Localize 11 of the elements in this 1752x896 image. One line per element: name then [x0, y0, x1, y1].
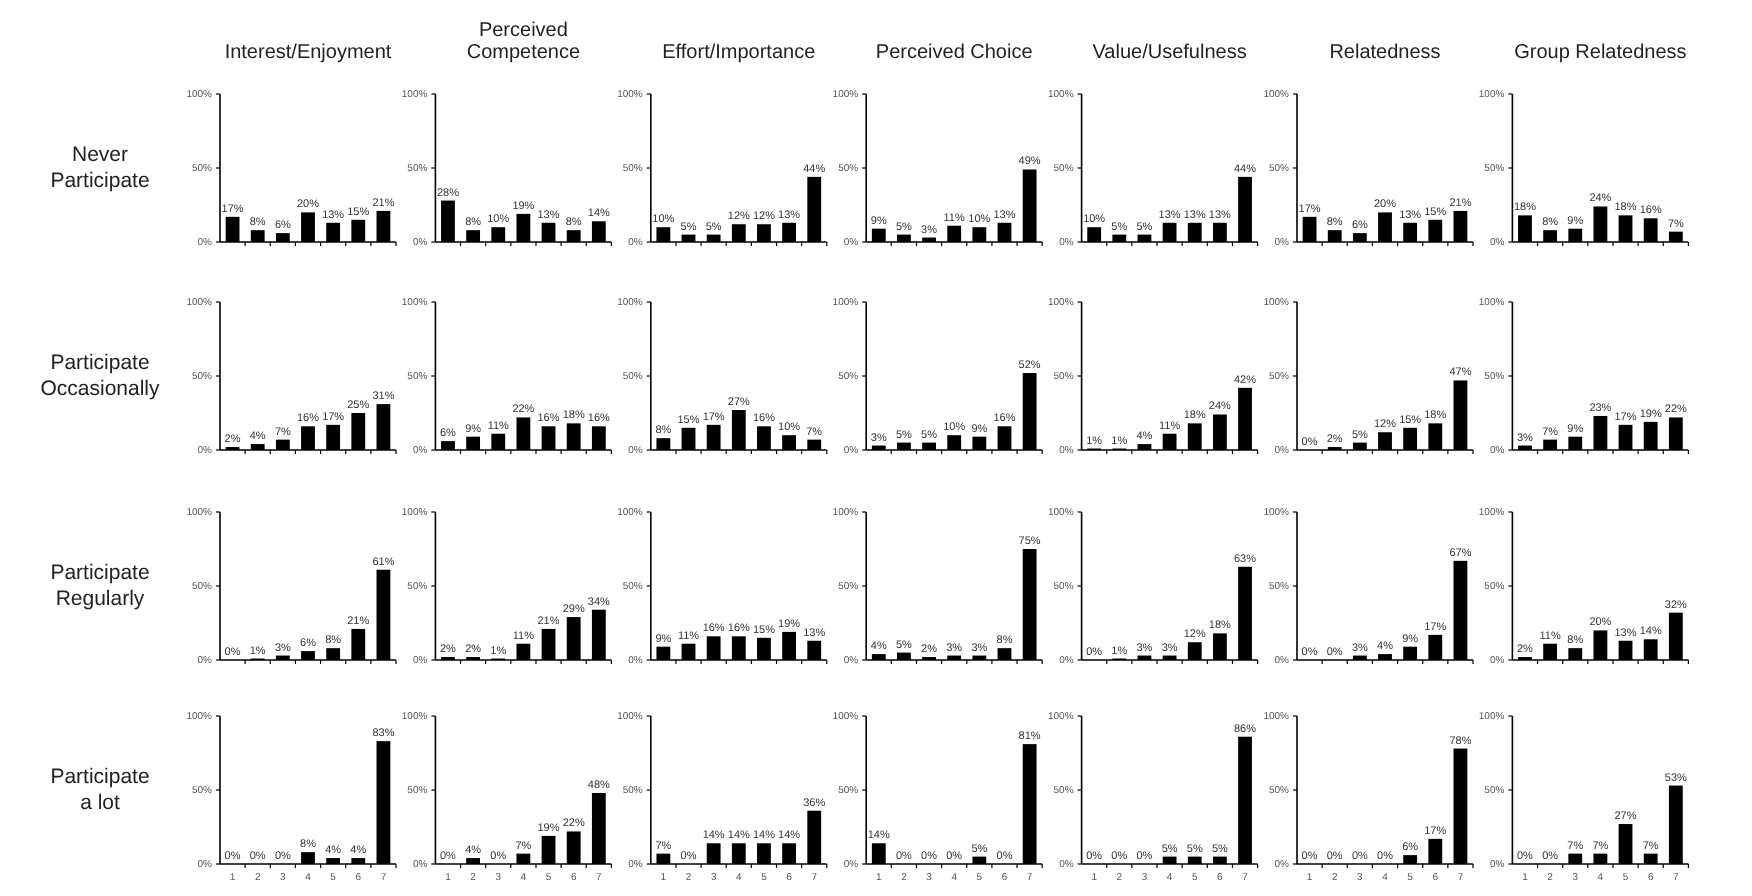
y-axis-title: Participate Regularly: [50, 561, 150, 611]
y-axis-title: Never Participate: [50, 143, 150, 193]
chart-title: Interest/Enjoyment: [224, 42, 392, 64]
y-axis-title: Participate Occasionally: [40, 351, 162, 401]
chart-title: Value/Usefulness: [1092, 42, 1247, 64]
chart-title: Group Relatedness: [1514, 42, 1687, 64]
chart-title: Effort/Importance: [662, 42, 817, 64]
chart-title: Perceived Choice: [875, 42, 1034, 64]
chart-title: Relatedness: [1329, 42, 1441, 64]
chart-title: Perceived Competence: [466, 20, 581, 64]
y-axis-title: Participate a lot: [50, 765, 150, 815]
